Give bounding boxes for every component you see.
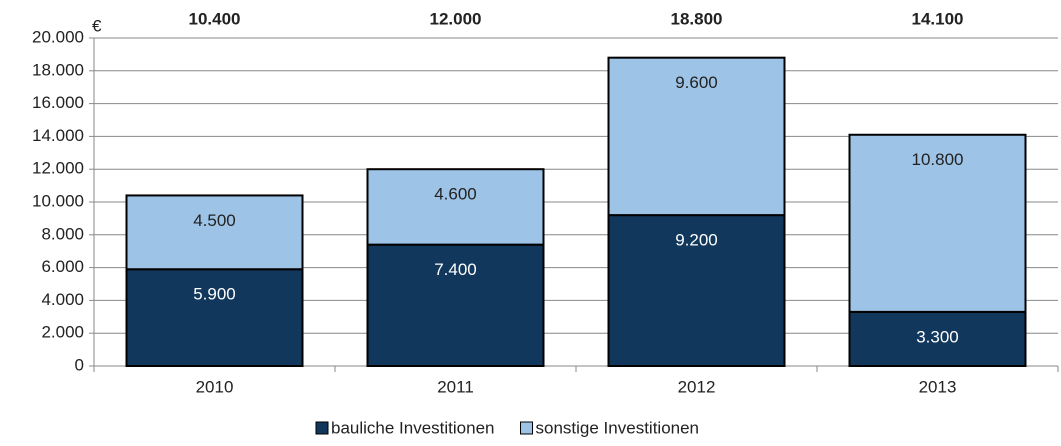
x-tick-label: 2011	[437, 377, 474, 396]
bar-segment	[607, 56, 786, 217]
bar-segment	[125, 268, 304, 367]
data-label: 9.600	[675, 73, 718, 92]
total-label: 14.100	[912, 9, 964, 28]
y-tick-label: 4.000	[41, 290, 84, 309]
data-label: 5.900	[193, 285, 236, 304]
y-tick-label: 18.000	[32, 60, 84, 79]
x-tick-label: 2010	[196, 377, 234, 396]
legend-swatch	[315, 421, 329, 435]
bar-segment	[848, 133, 1027, 313]
data-label: 10.800	[912, 150, 964, 169]
x-tick-label: 2012	[678, 377, 716, 396]
total-label: 10.400	[189, 9, 241, 28]
unit-label: €	[92, 16, 102, 35]
bar-segment	[366, 243, 545, 367]
y-tick-label: 6.000	[41, 257, 84, 276]
y-tick-label: 16.000	[32, 93, 84, 112]
bar-segment	[607, 214, 786, 367]
bar-segment	[125, 194, 304, 271]
y-tick-label: 8.000	[41, 224, 84, 243]
y-tick-label: 12.000	[32, 159, 84, 178]
legend-swatch	[520, 421, 534, 435]
data-label: 7.400	[434, 260, 477, 279]
legend-label: sonstige Investitionen	[536, 418, 700, 437]
y-tick-label: 20.000	[32, 27, 84, 46]
y-tick-label: 14.000	[32, 126, 84, 145]
data-label: 9.200	[675, 231, 718, 250]
bar-segment	[848, 310, 1027, 368]
legend-label: bauliche Investitionen	[331, 418, 495, 437]
y-tick-label: 2.000	[41, 323, 84, 342]
y-tick-label: 10.000	[32, 191, 84, 210]
y-tick-label: 0	[75, 355, 84, 374]
data-label: 4.500	[193, 211, 236, 230]
total-label: 18.800	[671, 9, 723, 28]
x-tick-label: 2013	[919, 377, 957, 396]
bar-segment	[366, 168, 545, 246]
data-label: 4.600	[434, 185, 477, 204]
total-label: 12.000	[430, 9, 482, 28]
data-label: 3.300	[916, 327, 959, 346]
